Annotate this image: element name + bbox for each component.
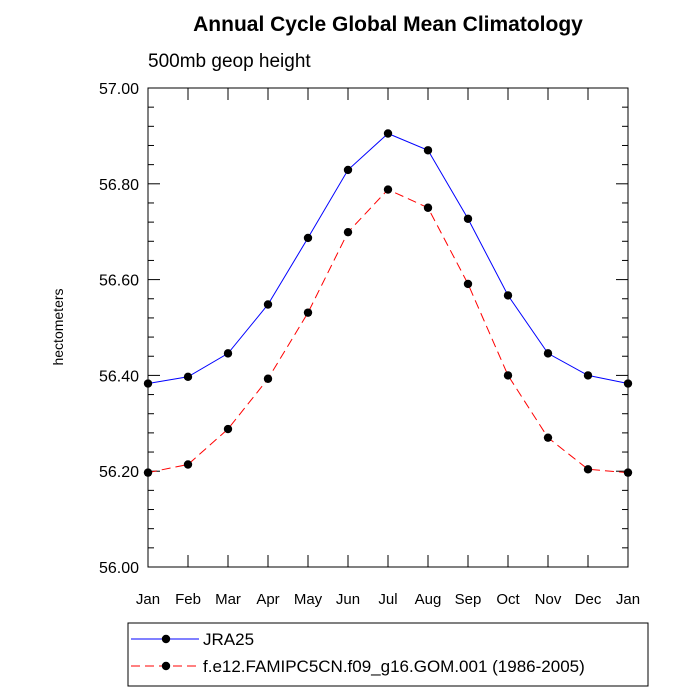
data-point-1 bbox=[463, 279, 473, 289]
data-point-1 bbox=[543, 433, 553, 442]
data-point-0 bbox=[303, 233, 313, 243]
y-tick-label: 56.20 bbox=[99, 464, 139, 481]
data-point-1 bbox=[263, 374, 273, 383]
x-tick-labels: Jan Feb Mar Apr May Jun Jul Aug Sep Oct Nov Dec Jan bbox=[136, 591, 640, 608]
data-point-1 bbox=[623, 468, 633, 477]
legend-marker-0 bbox=[161, 634, 171, 644]
x-tick-label: Dec bbox=[575, 591, 602, 608]
data-point-1 bbox=[583, 465, 593, 474]
x-tick-label: May bbox=[294, 591, 323, 608]
data-point-1 bbox=[503, 371, 513, 380]
x-tick-label: Sep bbox=[455, 591, 482, 608]
data-point-1 bbox=[303, 308, 313, 317]
chart-title: Annual Cycle Global Mean Climatology bbox=[193, 13, 583, 36]
y-tick-label: 56.40 bbox=[99, 368, 139, 385]
data-point-0 bbox=[383, 129, 393, 138]
x-tick-label: Aug bbox=[415, 591, 442, 608]
plot-frame bbox=[147, 87, 629, 568]
data-point-0 bbox=[143, 379, 153, 388]
data-point-1 bbox=[343, 227, 353, 237]
x-tick-label: Nov bbox=[535, 591, 562, 608]
data-point-0 bbox=[223, 349, 233, 358]
x-tick-label: Jun bbox=[336, 591, 360, 608]
legend-box bbox=[127, 622, 649, 687]
series-line-0 bbox=[147, 132, 629, 384]
data-point-0 bbox=[343, 165, 353, 175]
y-tick-labels: 56.00 56.20 56.40 56.60 56.80 57.00 bbox=[99, 81, 139, 577]
legend: JRA25 f.e12.FAMIPC5CN.f09_g16.GOM.001 (19… bbox=[127, 622, 649, 687]
series-points bbox=[143, 129, 633, 477]
data-point-1 bbox=[423, 203, 433, 212]
series-line-1 bbox=[147, 188, 629, 474]
y-tick-label: 56.00 bbox=[99, 560, 139, 577]
x-tick-label: Oct bbox=[496, 591, 520, 608]
data-point-0 bbox=[423, 146, 433, 155]
data-point-0 bbox=[183, 372, 193, 382]
x-tick-label: Apr bbox=[256, 591, 279, 608]
data-point-0 bbox=[543, 349, 553, 358]
x-tick-label: Feb bbox=[175, 591, 201, 608]
data-point-0 bbox=[623, 379, 633, 388]
x-tick-label: Jan bbox=[616, 591, 640, 608]
x-tick-label: Jul bbox=[378, 591, 397, 608]
data-point-1 bbox=[183, 460, 193, 469]
x-tick-label: Mar bbox=[215, 591, 241, 608]
axis-ticks bbox=[147, 87, 629, 568]
y-axis-label: hectometers bbox=[50, 288, 66, 365]
x-tick-label: Jan bbox=[136, 591, 160, 608]
data-point-0 bbox=[263, 300, 273, 309]
y-tick-label: 57.00 bbox=[99, 81, 139, 98]
series-lines bbox=[147, 132, 629, 474]
data-point-1 bbox=[383, 185, 393, 194]
legend-label-0: JRA25 bbox=[203, 630, 254, 649]
chart-subtitle: 500mb geop height bbox=[148, 51, 311, 72]
legend-marker-1 bbox=[161, 661, 171, 671]
y-tick-label: 56.80 bbox=[99, 177, 139, 194]
data-point-0 bbox=[583, 371, 593, 380]
legend-label-1: f.e12.FAMIPC5CN.f09_g16.GOM.001 (1986-20… bbox=[203, 657, 585, 676]
y-tick-label: 56.60 bbox=[99, 273, 139, 290]
data-point-1 bbox=[143, 468, 153, 477]
data-point-1 bbox=[223, 424, 233, 434]
data-point-0 bbox=[503, 291, 513, 300]
data-point-0 bbox=[463, 214, 473, 223]
